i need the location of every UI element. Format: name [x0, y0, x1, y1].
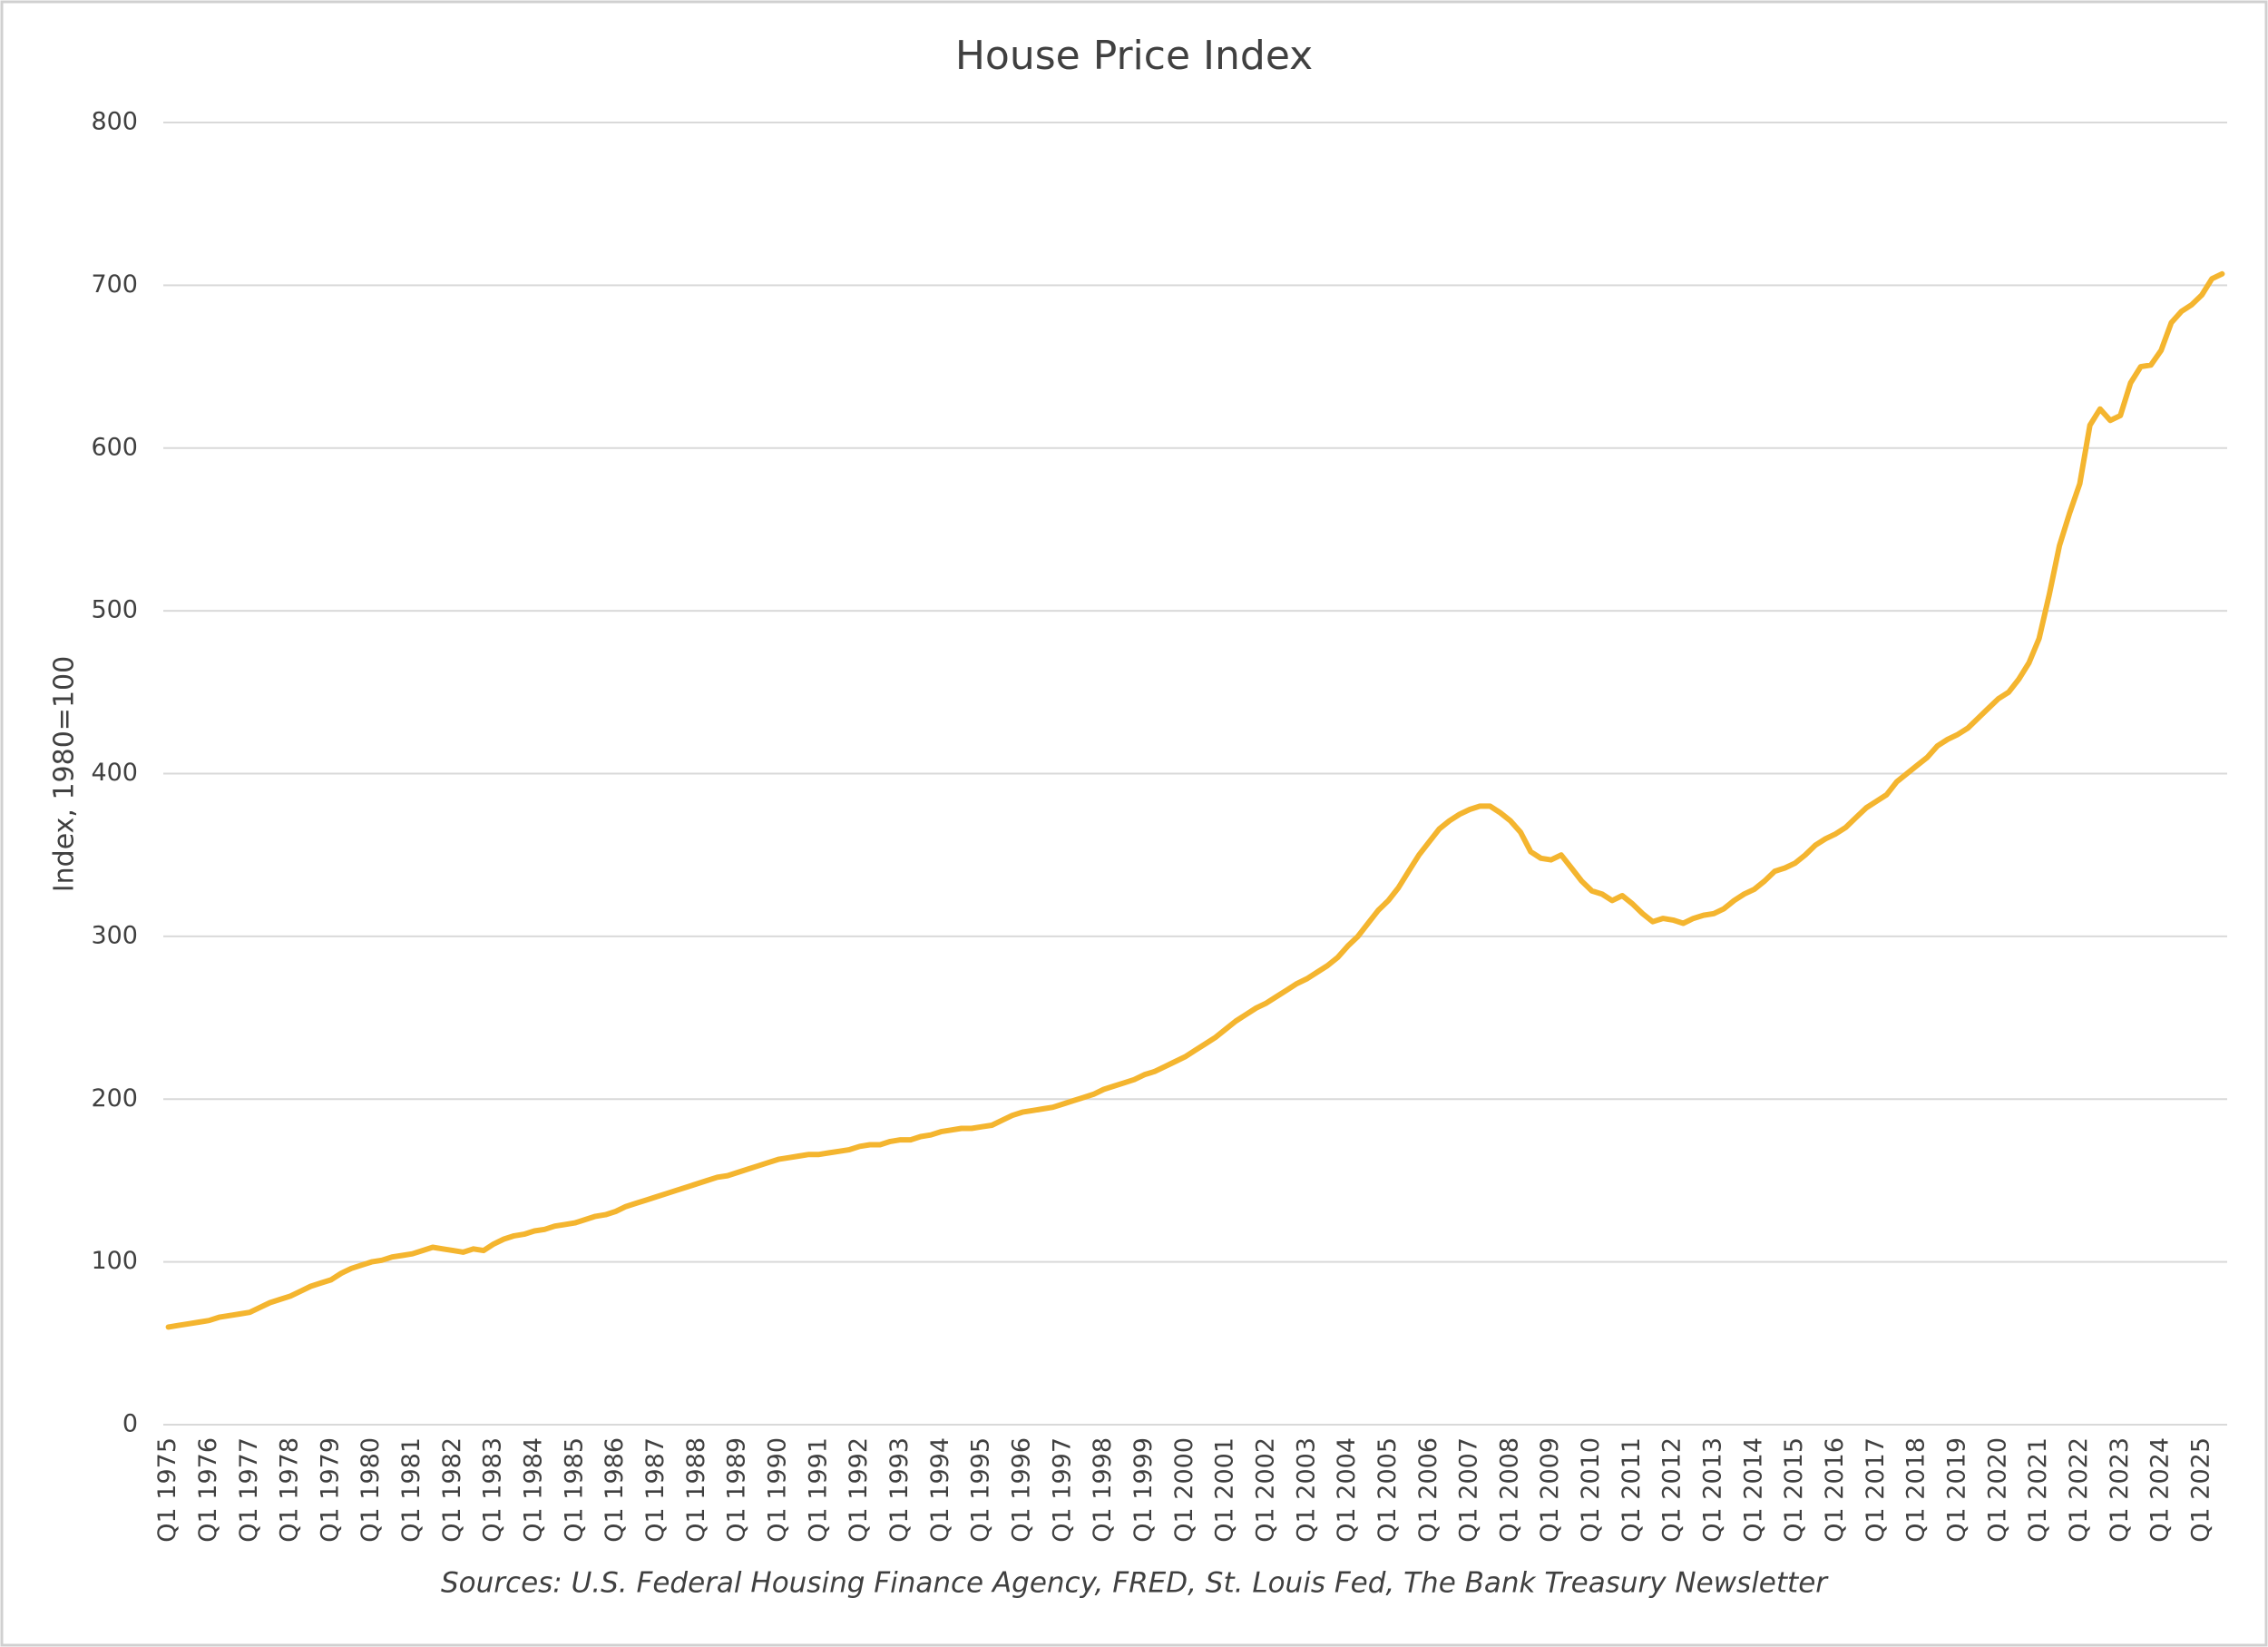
y-tick-label: 700	[91, 270, 138, 299]
x-tick-label: Q1 2015	[1780, 1437, 1808, 1543]
x-tick-label: Q1 2020	[1983, 1437, 2011, 1543]
x-tick-label: Q1 2017	[1862, 1437, 1890, 1543]
x-tick-label: Q1 2012	[1658, 1437, 1686, 1543]
x-tick-label: Q1 2024	[2146, 1437, 2175, 1543]
x-tick-label: Q1 2018	[1902, 1437, 1931, 1543]
x-tick-label: Q1 1995	[967, 1437, 995, 1543]
source-note: Sources: U.S. Federal Housing Finance Ag…	[441, 1567, 1829, 1600]
x-tick-label: Q1 2007	[1455, 1437, 1483, 1543]
x-tick-label: Q1 1989	[723, 1437, 751, 1543]
x-tick-label: Q1 1982	[438, 1437, 466, 1543]
y-tick-label: 500	[91, 596, 138, 624]
x-tick-label: Q1 1994	[926, 1437, 954, 1543]
x-tick-label: Q1 1977	[235, 1437, 263, 1543]
x-tick-label: Q1 2006	[1414, 1437, 1442, 1543]
x-tick-label: Q1 1991	[804, 1437, 832, 1543]
x-tick-label: Q1 2014	[1739, 1437, 1767, 1543]
x-tick-label: Q1 2025	[2186, 1437, 2214, 1543]
y-tick-label: 800	[91, 108, 138, 136]
x-tick-label: Q1 1993	[885, 1437, 914, 1543]
x-tick-label: Q1 1978	[276, 1437, 304, 1543]
x-tick-label: Q1 2013	[1699, 1437, 1727, 1543]
x-tick-label: Q1 2009	[1536, 1437, 1564, 1543]
x-tick-label: Q1 1975	[153, 1437, 181, 1543]
x-tick-label: Q1 1980	[357, 1437, 385, 1543]
y-tick-label: 200	[91, 1084, 138, 1113]
x-tick-label: Q1 1981	[397, 1437, 425, 1543]
x-tick-label: Q1 1997	[1048, 1437, 1076, 1543]
x-tick-label: Q1 2023	[2106, 1437, 2134, 1543]
y-tick-label: 100	[91, 1247, 138, 1275]
x-tick-label: Q1 2010	[1577, 1437, 1605, 1543]
x-tick-label: Q1 1976	[194, 1437, 222, 1543]
x-tick-label: Q1 1988	[682, 1437, 710, 1543]
x-tick-label: Q1 1999	[1129, 1437, 1158, 1543]
x-tick-label: Q1 2000	[1170, 1437, 1198, 1543]
x-tick-label: Q1 2001	[1211, 1437, 1239, 1543]
y-tick-label: 400	[91, 759, 138, 787]
x-tick-label: Q1 2003	[1292, 1437, 1320, 1543]
x-tick-label: Q1 2002	[1251, 1437, 1279, 1543]
y-axis-label: Index, 1980=100	[49, 656, 81, 892]
x-tick-label: Q1 1998	[1089, 1437, 1117, 1543]
x-tick-label: Q1 1984	[520, 1437, 548, 1543]
x-tick-label: Q1 2005	[1374, 1437, 1402, 1543]
x-tick-label: Q1 1983	[479, 1437, 507, 1543]
x-tick-label: Q1 1979	[316, 1437, 344, 1543]
x-tick-label: Q1 1985	[560, 1437, 588, 1543]
x-tick-label: Q1 2019	[1943, 1437, 1971, 1543]
x-tick-label: Q1 1996	[1007, 1437, 1035, 1543]
y-tick-label: 300	[91, 921, 138, 949]
x-tick-label: Q1 2021	[2024, 1437, 2052, 1543]
y-tick-label: 0	[122, 1410, 138, 1438]
data-line	[165, 270, 2225, 1330]
x-tick-label: Q1 2016	[1821, 1437, 1849, 1543]
x-tick-label: Q1 2011	[1618, 1437, 1646, 1543]
y-tick-label: 600	[91, 433, 138, 461]
x-tick-label: Q1 2004	[1333, 1437, 1361, 1543]
x-tick-label: Q1 2022	[2065, 1437, 2093, 1543]
x-tick-label: Q1 1992	[845, 1437, 873, 1543]
x-tick-label: Q1 2008	[1495, 1437, 1523, 1543]
x-tick-label: Q1 1987	[641, 1437, 670, 1543]
x-tick-label: Q1 1990	[764, 1437, 792, 1543]
x-tick-label: Q1 1986	[601, 1437, 629, 1543]
chart-title: House Price Index	[955, 33, 1313, 79]
